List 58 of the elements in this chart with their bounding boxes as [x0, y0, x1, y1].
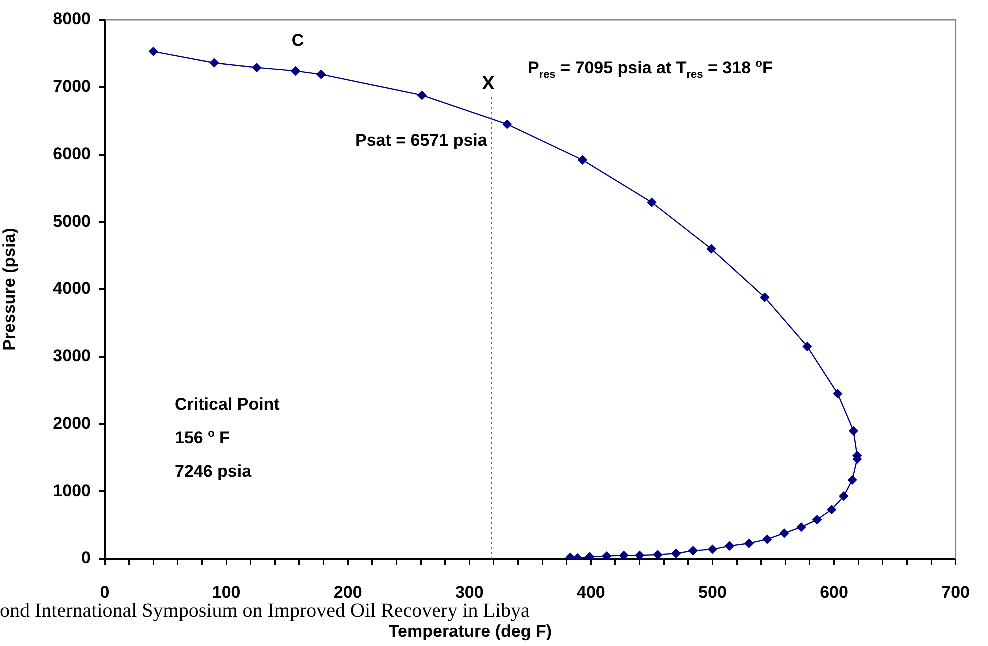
- point: [849, 426, 858, 436]
- point: [802, 342, 812, 352]
- y-tick-label: 2000: [53, 414, 91, 433]
- y-tick-label: 5000: [53, 212, 91, 231]
- point: [725, 542, 734, 551]
- point: [418, 90, 427, 100]
- ref-line-label: X: [482, 74, 496, 95]
- x-axis-title: Temperature (deg F): [388, 622, 552, 642]
- point: [647, 198, 657, 208]
- point: [833, 389, 843, 399]
- point: [619, 551, 629, 559]
- point: [602, 552, 612, 559]
- point: [252, 63, 262, 72]
- point: [762, 534, 772, 544]
- annotation: C: [292, 31, 304, 52]
- y-tick-label: 8000: [53, 10, 91, 29]
- x-tick-label: 300: [455, 582, 484, 602]
- annotation: Psat = 6571 psia: [356, 131, 488, 152]
- point: [291, 66, 300, 76]
- annotation: Critical Point: [175, 395, 280, 415]
- point: [744, 538, 754, 548]
- x-tick-label: 200: [334, 582, 362, 602]
- y-tick-label: 4000: [53, 279, 91, 298]
- annotation: P$_{res}$ = 7095 psia at T$_{res}$ = 318 $^{o}$F: [528, 58, 773, 82]
- point: [672, 549, 681, 558]
- point: [316, 70, 326, 80]
- y-tick-label: 7000: [53, 77, 91, 96]
- text: ond International Symposium on Improved Oil Recovery in Libya: [0, 600, 530, 623]
- point: [796, 522, 806, 532]
- y-tick-label: 0: [82, 548, 91, 568]
- annotation: 156 $^{o}$ F: [175, 428, 230, 449]
- point: [706, 244, 716, 254]
- x-tick-label: 600: [820, 582, 848, 602]
- point: [585, 552, 595, 559]
- point: [635, 551, 644, 559]
- point: [688, 546, 698, 556]
- y-tick-label: 3000: [53, 346, 91, 366]
- x-tick-label: 700: [942, 582, 970, 602]
- point: [827, 505, 836, 514]
- x-tick-label: 500: [698, 582, 727, 602]
- annotation: 7246 psia: [175, 462, 252, 482]
- y-axis-title: Pressure (psia): [0, 228, 19, 351]
- point: [812, 515, 822, 525]
- point: [780, 528, 790, 538]
- x-tick-label: 100: [212, 582, 241, 602]
- point: [653, 550, 663, 559]
- point: [839, 492, 849, 501]
- point: [502, 120, 512, 130]
- point: [578, 156, 588, 165]
- x-tick-label: 0: [100, 582, 110, 602]
- y-tick-label: 6000: [53, 144, 91, 164]
- point: [210, 58, 219, 68]
- point: [708, 544, 718, 554]
- point: [848, 476, 858, 485]
- point: [760, 292, 770, 302]
- point: [149, 47, 158, 56]
- y-tick-label: 1000: [53, 481, 91, 500]
- x-tick-label: 400: [576, 582, 606, 602]
